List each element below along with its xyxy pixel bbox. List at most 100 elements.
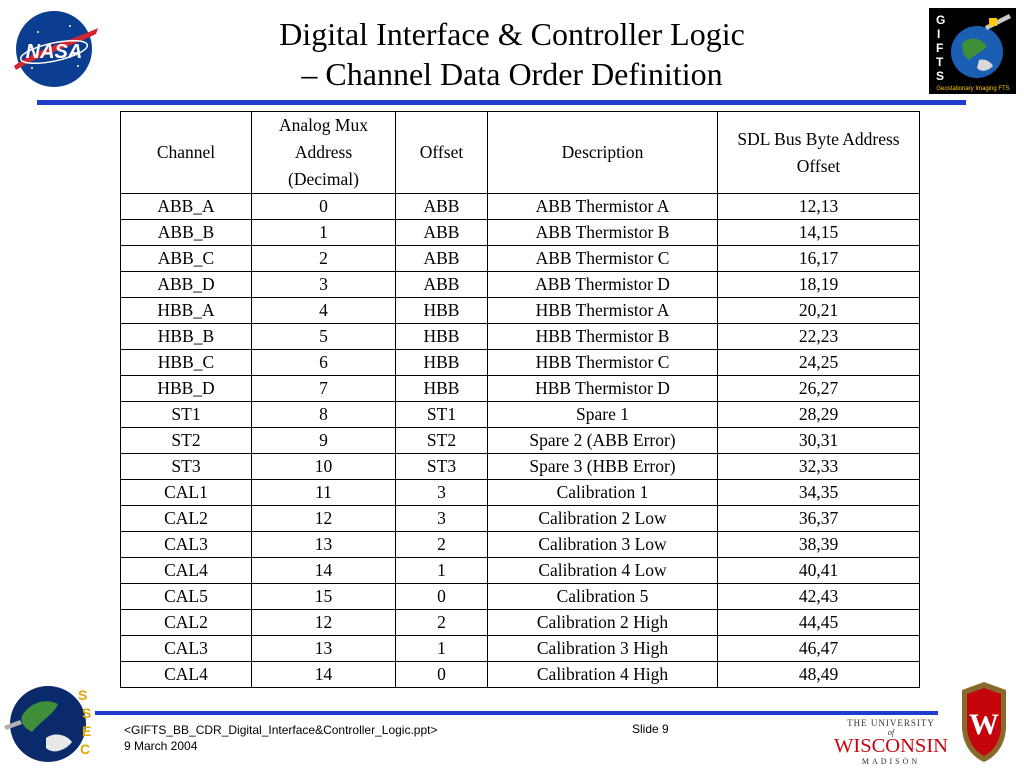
cell-sdl-bus-byte-address: 44,45 [717, 609, 920, 636]
cell-analog-mux-address: 7 [251, 375, 396, 402]
cell-channel: ST3 [120, 453, 252, 480]
cell-channel: ST2 [120, 427, 252, 454]
cell-description: HBB Thermistor D [487, 375, 718, 402]
table-row: CAL4 14 0 Calibration 4 High 48,49 [120, 661, 920, 688]
cell-description: Calibration 2 Low [487, 505, 718, 532]
table-row: ST3 10 ST3 Spare 3 (HBB Error) 32,33 [120, 453, 920, 480]
table-header-row: Channel Analog Mux Address (Decimal) Off… [120, 111, 920, 194]
table-row: HBB_B 5 HBB HBB Thermistor B 22,23 [120, 323, 920, 350]
uw-crest-logo: W [962, 682, 1006, 762]
cell-description: Spare 3 (HBB Error) [487, 453, 718, 480]
cell-description: ABB Thermistor A [487, 193, 718, 220]
uw-wordmark-line1: THE UNIVERSITY [847, 718, 935, 728]
cell-offset: ST2 [395, 427, 488, 454]
cell-analog-mux-address: 13 [251, 635, 396, 662]
gifts-letter: I [937, 27, 940, 41]
uw-wordmark-line3: MADISON [862, 757, 920, 766]
cell-description: Calibration 5 [487, 583, 718, 610]
footer-date: 9 March 2004 [124, 739, 198, 753]
nasa-logo: NASA [14, 11, 98, 87]
cell-analog-mux-address: 3 [251, 271, 396, 298]
crest-letter: W [969, 708, 999, 741]
table-row: ST2 9 ST2 Spare 2 (ABB Error) 30,31 [120, 427, 920, 454]
cell-offset: HBB [395, 297, 488, 324]
cell-channel: HBB_B [120, 323, 252, 350]
cell-sdl-bus-byte-address: 14,15 [717, 219, 920, 246]
ssec-logo: S S E C [4, 686, 91, 762]
cell-analog-mux-address: 4 [251, 297, 396, 324]
table-row: ABB_B 1 ABB ABB Thermistor B 14,15 [120, 219, 920, 246]
cell-offset: HBB [395, 349, 488, 376]
ssec-letter: C [80, 741, 90, 757]
header-offset: Offset [395, 111, 488, 194]
cell-analog-mux-address: 11 [251, 479, 396, 506]
cell-sdl-bus-byte-address: 18,19 [717, 271, 920, 298]
cell-channel: HBB_D [120, 375, 252, 402]
cell-channel: ABB_A [120, 193, 252, 220]
cell-description: Calibration 4 High [487, 661, 718, 688]
cell-sdl-bus-byte-address: 16,17 [717, 245, 920, 272]
cell-sdl-bus-byte-address: 24,25 [717, 349, 920, 376]
cell-description: Calibration 3 Low [487, 531, 718, 558]
channel-data-table: Channel Analog Mux Address (Decimal) Off… [120, 111, 920, 688]
cell-offset: 2 [395, 609, 488, 636]
cell-analog-mux-address: 8 [251, 401, 396, 428]
cell-offset: ABB [395, 219, 488, 246]
table-row: ABB_D 3 ABB ABB Thermistor D 18,19 [120, 271, 920, 298]
gifts-letter: T [936, 55, 944, 69]
gifts-caption: Geostationary Imaging FTS [936, 86, 1009, 92]
cell-sdl-bus-byte-address: 32,33 [717, 453, 920, 480]
cell-channel: ABB_C [120, 245, 252, 272]
table-row: CAL2 12 3 Calibration 2 Low 36,37 [120, 505, 920, 532]
cell-description: HBB Thermistor B [487, 323, 718, 350]
cell-offset: 1 [395, 557, 488, 584]
nasa-logo-text: NASA [26, 41, 83, 63]
cell-channel: ABB_D [120, 271, 252, 298]
cell-analog-mux-address: 12 [251, 505, 396, 532]
cell-analog-mux-address: 13 [251, 531, 396, 558]
cell-sdl-bus-byte-address: 40,41 [717, 557, 920, 584]
cell-channel: CAL5 [120, 583, 252, 610]
cell-analog-mux-address: 14 [251, 661, 396, 688]
table-row: CAL2 12 2 Calibration 2 High 44,45 [120, 609, 920, 636]
gifts-letter: F [936, 41, 943, 55]
gifts-letter: G [936, 13, 945, 27]
cell-analog-mux-address: 5 [251, 323, 396, 350]
cell-description: Spare 2 (ABB Error) [487, 427, 718, 454]
cell-analog-mux-address: 12 [251, 609, 396, 636]
cell-sdl-bus-byte-address: 26,27 [717, 375, 920, 402]
cell-description: HBB Thermistor C [487, 349, 718, 376]
table-row: CAL3 13 1 Calibration 3 High 46,47 [120, 635, 920, 662]
cell-offset: ABB [395, 245, 488, 272]
cell-analog-mux-address: 0 [251, 193, 396, 220]
cell-channel: CAL4 [120, 557, 252, 584]
cell-sdl-bus-byte-address: 20,21 [717, 297, 920, 324]
cell-analog-mux-address: 9 [251, 427, 396, 454]
ssec-letter: E [82, 723, 91, 739]
slide-title: Digital Interface & Controller Logic – C… [150, 14, 874, 94]
table-row: ABB_C 2 ABB ABB Thermistor C 16,17 [120, 245, 920, 272]
cell-sdl-bus-byte-address: 22,23 [717, 323, 920, 350]
table-row: ABB_A 0 ABB ABB Thermistor A 12,13 [120, 193, 920, 220]
cell-offset: ST3 [395, 453, 488, 480]
cell-offset: ST1 [395, 401, 488, 428]
cell-sdl-bus-byte-address: 38,39 [717, 531, 920, 558]
table-body: ABB_A 0 ABB ABB Thermistor A 12,13 ABB_B 1 ABB A… [120, 193, 920, 688]
cell-sdl-bus-byte-address: 48,49 [717, 661, 920, 688]
table-row: HBB_C 6 HBB HBB Thermistor C 24,25 [120, 349, 920, 376]
cell-description: Calibration 3 High [487, 635, 718, 662]
table-row: CAL5 15 0 Calibration 5 42,43 [120, 583, 920, 610]
header-analog-mux-address: Analog Mux Address (Decimal) [251, 111, 396, 194]
cell-offset: 3 [395, 479, 488, 506]
cell-description: HBB Thermistor A [487, 297, 718, 324]
cell-description: Calibration 2 High [487, 609, 718, 636]
cell-offset: HBB [395, 375, 488, 402]
cell-channel: CAL3 [120, 635, 252, 662]
slide-title-line1: Digital Interface & Controller Logic [279, 16, 745, 52]
cell-sdl-bus-byte-address: 28,29 [717, 401, 920, 428]
cell-description: Calibration 4 Low [487, 557, 718, 584]
cell-description: Spare 1 [487, 401, 718, 428]
cell-sdl-bus-byte-address: 12,13 [717, 193, 920, 220]
cell-sdl-bus-byte-address: 30,31 [717, 427, 920, 454]
uw-wordmark-of: of [888, 728, 896, 737]
